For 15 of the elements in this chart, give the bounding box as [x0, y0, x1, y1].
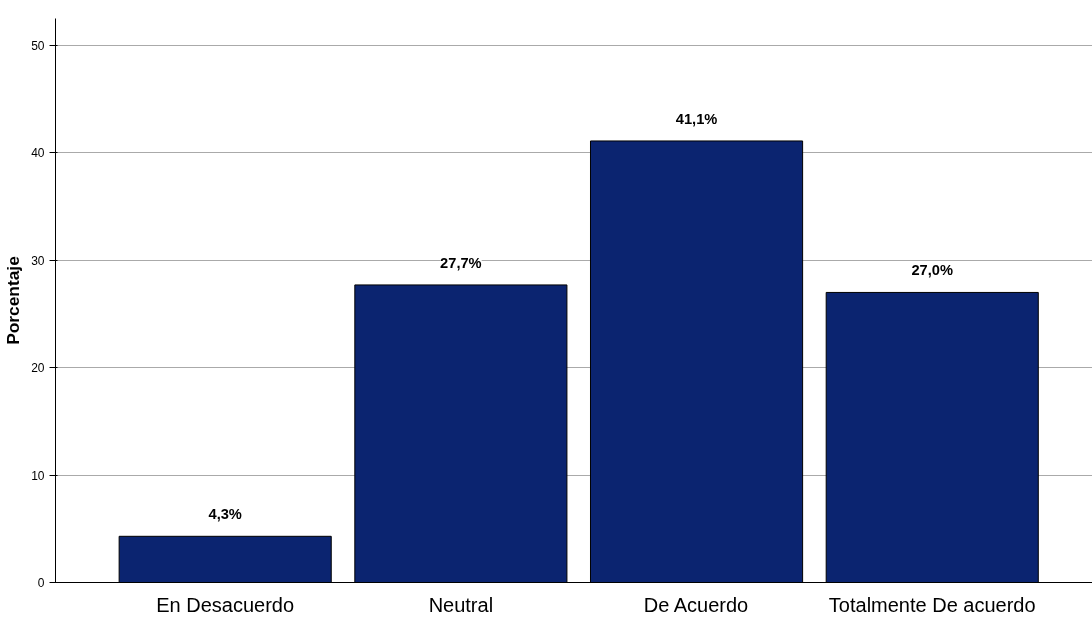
data-label: 27,7%	[440, 254, 482, 271]
data-label: 4,3%	[208, 506, 242, 523]
y-tick-label: 20	[31, 361, 45, 376]
y-tick-label: 30	[31, 253, 45, 268]
y-tick-label: 50	[31, 38, 45, 53]
x-tick-label: En Desacuerdo	[156, 593, 295, 616]
y-tick-label: 10	[31, 468, 45, 483]
data-label: 41,1%	[675, 110, 718, 127]
x-tick-label: Neutral	[428, 593, 494, 616]
y-tick-label: 40	[31, 146, 45, 161]
y-tick-label: 0	[37, 576, 45, 590]
y-axis-title: Porcentaje	[3, 255, 24, 345]
data-label: 27,0%	[911, 262, 954, 279]
x-tick-label: De Acuerdo	[643, 593, 749, 616]
x-tick-label: Totalmente De acuerdo	[828, 593, 1036, 616]
